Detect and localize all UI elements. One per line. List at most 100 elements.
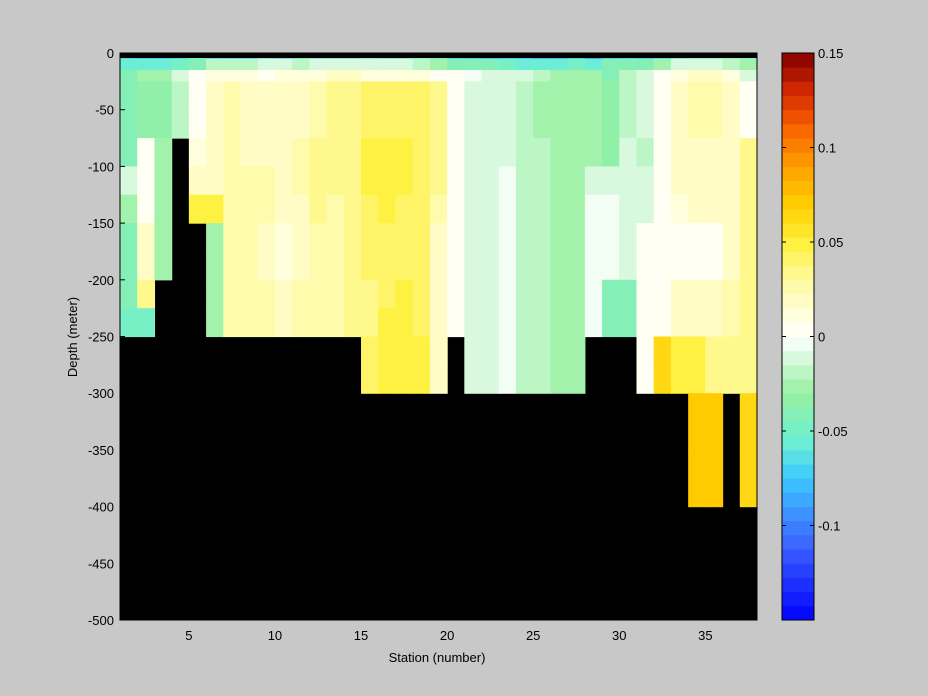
heatmap-cell [688, 138, 706, 167]
heatmap-cell [739, 109, 758, 139]
heatmap-cell [739, 194, 758, 224]
heatmap-cell [378, 251, 397, 281]
heatmap-cell [722, 336, 741, 366]
heatmap-cell [309, 223, 328, 253]
heatmap-cell [636, 364, 655, 394]
heatmap-cell [636, 81, 655, 111]
heatmap-cell [670, 364, 689, 394]
heatmap-cell [274, 138, 293, 167]
heatmap-cell [688, 58, 706, 71]
heatmap-cell [309, 138, 328, 167]
heatmap-cell [688, 109, 706, 139]
heatmap-cell [533, 364, 552, 394]
heatmap-cell [206, 194, 224, 224]
heatmap-cell [395, 251, 414, 281]
heatmap-cell [670, 70, 689, 82]
colorbar-swatch [782, 435, 814, 451]
colorbar-swatch [782, 265, 814, 281]
heatmap-cell [584, 58, 603, 71]
heatmap-cell [309, 194, 328, 224]
heatmap-cell [705, 223, 724, 253]
heatmap-cell [412, 251, 431, 281]
heatmap-cell [343, 166, 362, 196]
x-tick-label: 30 [612, 628, 626, 643]
heatmap-cell [240, 194, 259, 224]
heatmap-cell [206, 166, 224, 196]
heatmap-cell [567, 223, 586, 253]
heatmap-cell [171, 70, 190, 82]
heatmap-cell [343, 81, 362, 111]
colorbar-tick-label: 0.15 [818, 46, 843, 61]
heatmap-cell [688, 279, 706, 309]
colorbar-tick-label: -0.05 [818, 424, 848, 439]
heatmap-cell [464, 279, 483, 309]
heatmap-cell [240, 251, 259, 281]
heatmap-cell [309, 70, 328, 82]
colorbar-swatch [782, 464, 814, 479]
x-tick-label: 35 [698, 628, 712, 643]
heatmap-cell [395, 279, 414, 309]
heatmap-cell [378, 81, 397, 111]
heatmap-cell [292, 109, 310, 139]
heatmap-cell [309, 308, 328, 338]
heatmap-cell [602, 138, 620, 167]
heatmap-cell [722, 58, 741, 71]
heatmap-cell [137, 109, 156, 139]
heatmap-cell [447, 194, 465, 224]
heatmap-cell [120, 109, 138, 139]
heatmap-cell [257, 81, 276, 111]
heatmap-cell [636, 251, 655, 281]
y-tick-label: -450 [88, 556, 114, 571]
heatmap-cell [498, 138, 517, 167]
heatmap-cell [688, 449, 706, 508]
heatmap-cell [584, 166, 603, 196]
colorbar-tick-label: -0.1 [818, 519, 840, 534]
colorbar-swatch [782, 322, 814, 337]
colorbar-swatch [782, 293, 814, 309]
heatmap-cell [602, 308, 620, 338]
heatmap-cell [584, 70, 603, 82]
heatmap-cell [515, 138, 534, 167]
heatmap-cell [361, 81, 379, 111]
heatmap-cell [688, 70, 706, 82]
heatmap-cell [257, 58, 276, 71]
heatmap-cell [619, 70, 638, 82]
heatmap-cell [120, 279, 138, 309]
x-tick-label: 25 [526, 628, 540, 643]
y-tick-label: -100 [88, 159, 114, 174]
heatmap-cell [653, 364, 672, 394]
heatmap-cell [326, 58, 345, 71]
colorbar-swatch [782, 379, 814, 394]
heatmap-cell [653, 223, 672, 253]
colorbar-swatch [782, 577, 814, 593]
heatmap-cell [343, 109, 362, 139]
heatmap-cell [722, 166, 741, 196]
colorbar-swatch [782, 506, 814, 522]
heatmap-cell [447, 251, 465, 281]
heatmap-cell [223, 138, 242, 167]
heatmap-cell [619, 194, 638, 224]
heatmap-cell [240, 279, 259, 309]
heatmap-cell [292, 251, 310, 281]
heatmap-cell [412, 223, 431, 253]
heatmap-cell [257, 194, 276, 224]
heatmap-cell [481, 308, 500, 338]
heatmap-cell [429, 81, 448, 111]
heatmap-cell [447, 109, 465, 139]
heatmap-cell [429, 70, 448, 82]
heatmap-cell [137, 194, 156, 224]
heatmap-cell [515, 166, 534, 196]
colorbar-swatch [782, 421, 814, 437]
y-tick-label: -250 [88, 330, 114, 345]
heatmap-cell [533, 194, 552, 224]
colorbar-swatch [782, 492, 814, 508]
heatmap-cell [326, 166, 345, 196]
heatmap-cell [447, 138, 465, 167]
heatmap-cell [223, 308, 242, 338]
heatmap-cell [567, 308, 586, 338]
heatmap-cell [188, 70, 207, 82]
heatmap-cell [206, 279, 224, 309]
y-tick-label: -350 [88, 443, 114, 458]
heatmap-cell [636, 194, 655, 224]
